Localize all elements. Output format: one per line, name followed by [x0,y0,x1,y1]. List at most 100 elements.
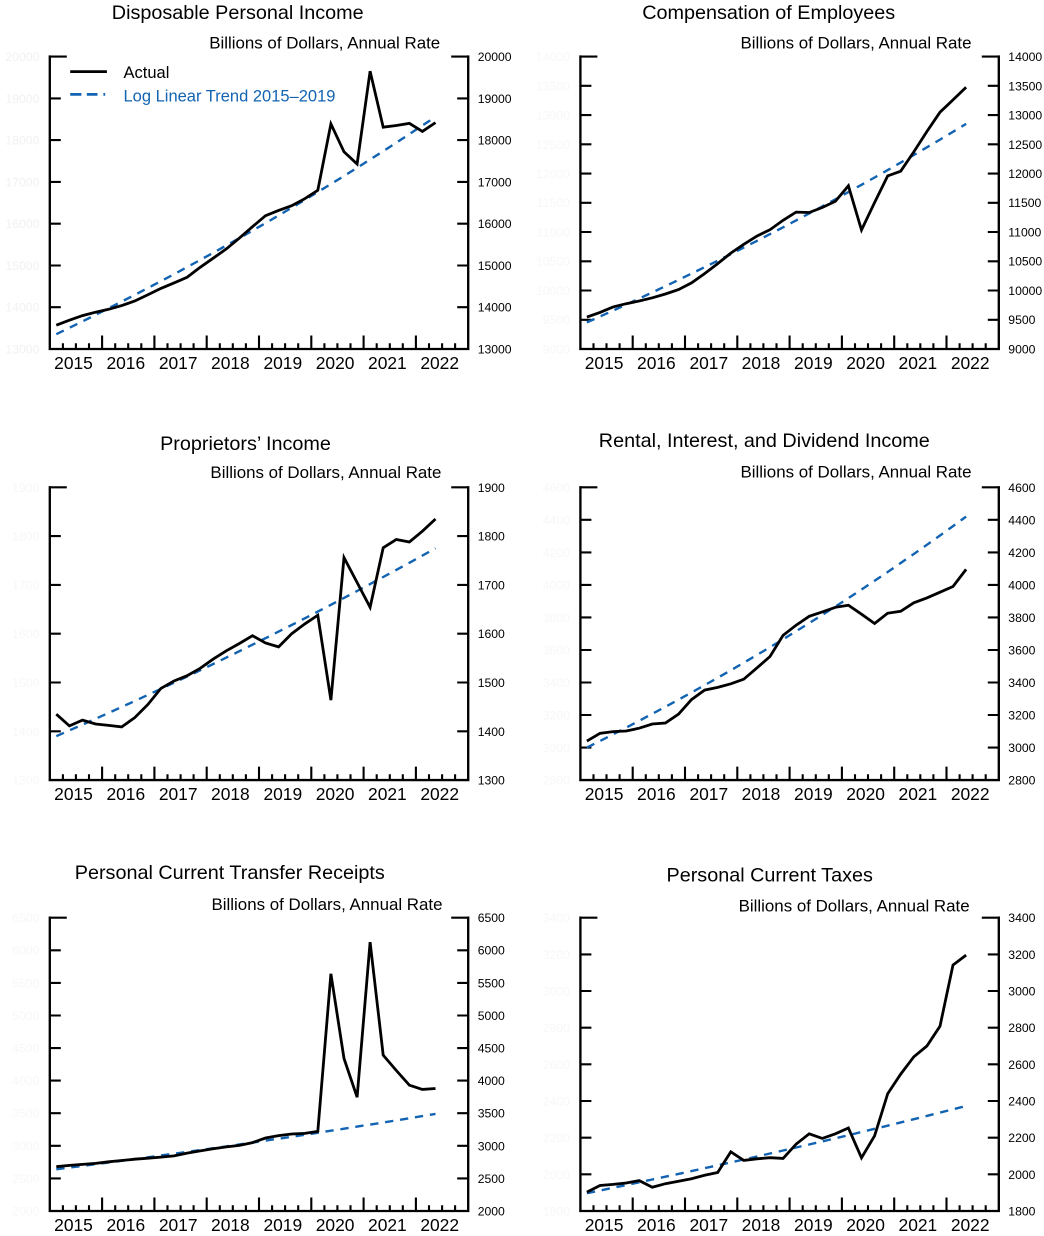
svg-text:6000: 6000 [12,944,39,958]
svg-text:2016: 2016 [637,1215,676,1235]
svg-text:5000: 5000 [478,1009,505,1023]
svg-text:1500: 1500 [478,676,505,690]
svg-text:13000: 13000 [478,342,512,356]
svg-text:2018: 2018 [742,784,781,804]
svg-text:2019: 2019 [794,784,833,804]
svg-text:10500: 10500 [1008,255,1042,269]
svg-text:2022: 2022 [951,353,990,373]
svg-text:12000: 12000 [1008,167,1042,181]
svg-text:3800: 3800 [1008,611,1035,625]
svg-text:4000: 4000 [543,578,570,592]
svg-text:15000: 15000 [478,259,512,273]
svg-text:11000: 11000 [1008,226,1041,240]
svg-text:4200: 4200 [543,546,570,560]
svg-text:12500: 12500 [1008,138,1042,152]
svg-text:2019: 2019 [263,784,302,804]
svg-text:2022: 2022 [951,784,990,804]
svg-text:Billions of Dollars, Annual Ra: Billions of Dollars, Annual Rate [741,33,972,52]
svg-text:2016: 2016 [637,784,676,804]
svg-text:Billions of Dollars, Annual Ra: Billions of Dollars, Annual Rate [741,462,972,481]
svg-text:2018: 2018 [742,1215,781,1235]
svg-text:4000: 4000 [478,1074,505,1088]
svg-text:2015: 2015 [54,353,93,373]
svg-text:16000: 16000 [478,217,512,231]
svg-text:2020: 2020 [316,1215,355,1235]
svg-text:2017: 2017 [159,353,198,373]
svg-text:1400: 1400 [478,725,505,739]
svg-text:1800: 1800 [478,530,505,544]
svg-text:2000: 2000 [543,1168,570,1182]
svg-text:6500: 6500 [12,911,39,925]
svg-text:17000: 17000 [478,175,512,189]
svg-text:2015: 2015 [54,784,93,804]
svg-text:5500: 5500 [12,976,39,990]
svg-text:3400: 3400 [1008,676,1035,690]
svg-text:2400: 2400 [543,1095,570,1109]
svg-text:12500: 12500 [536,138,570,152]
svg-text:2021: 2021 [368,1215,407,1235]
svg-text:2200: 2200 [543,1131,570,1145]
svg-text:1700: 1700 [478,578,505,592]
svg-text:3000: 3000 [543,741,570,755]
svg-text:2015: 2015 [585,1215,624,1235]
svg-text:2020: 2020 [846,1215,885,1235]
svg-text:2021: 2021 [899,353,938,373]
svg-text:2021: 2021 [899,1215,938,1235]
svg-text:1900: 1900 [12,481,39,495]
svg-text:Billions of Dollars, Annual Ra: Billions of Dollars, Annual Rate [210,463,441,482]
svg-text:2800: 2800 [1008,1021,1035,1035]
svg-text:2800: 2800 [543,774,570,788]
svg-text:14000: 14000 [478,301,512,315]
svg-text:2020: 2020 [316,784,355,804]
svg-text:1800: 1800 [1008,1205,1035,1219]
svg-text:5000: 5000 [12,1009,39,1023]
svg-text:Personal Current Taxes: Personal Current Taxes [667,865,873,887]
svg-text:2000: 2000 [12,1205,39,1219]
svg-text:16000: 16000 [5,217,39,231]
svg-text:2015: 2015 [585,353,624,373]
svg-text:1400: 1400 [12,725,39,739]
svg-text:Billions of Dollars, Annual Ra: Billions of Dollars, Annual Rate [209,33,440,52]
svg-text:3200: 3200 [543,948,570,962]
svg-text:1800: 1800 [12,530,39,544]
svg-text:6500: 6500 [478,911,505,925]
svg-text:Compensation of Employees: Compensation of Employees [642,2,895,24]
svg-text:2500: 2500 [478,1172,505,1186]
svg-text:5500: 5500 [478,976,505,990]
svg-text:2020: 2020 [846,784,885,804]
svg-text:2018: 2018 [211,784,250,804]
svg-text:2019: 2019 [263,1215,302,1235]
svg-text:9000: 9000 [543,342,570,356]
svg-text:2016: 2016 [106,1215,145,1235]
svg-text:2018: 2018 [742,353,781,373]
svg-text:15000: 15000 [5,259,39,273]
svg-text:2019: 2019 [794,353,833,373]
svg-text:2017: 2017 [689,1215,728,1235]
svg-text:Disposable Personal Income: Disposable Personal Income [112,2,364,24]
svg-text:2021: 2021 [899,784,938,804]
svg-text:3000: 3000 [1008,741,1035,755]
svg-text:2022: 2022 [420,784,459,804]
svg-text:Rental, Interest, and Dividend: Rental, Interest, and Dividend Income [599,430,930,452]
svg-text:13500: 13500 [1008,79,1042,93]
svg-text:3200: 3200 [1008,709,1035,723]
svg-text:3000: 3000 [12,1139,39,1153]
svg-text:17000: 17000 [5,175,39,189]
svg-text:2022: 2022 [951,1215,990,1235]
svg-text:3000: 3000 [543,985,570,999]
svg-text:3200: 3200 [1008,948,1035,962]
svg-text:4600: 4600 [1008,481,1035,495]
svg-text:9500: 9500 [1008,313,1035,327]
svg-text:2017: 2017 [159,1215,198,1235]
svg-text:4600: 4600 [543,481,570,495]
svg-text:2800: 2800 [543,1021,570,1035]
svg-text:3400: 3400 [1008,911,1035,925]
svg-text:2019: 2019 [263,353,302,373]
svg-text:2800: 2800 [1008,774,1035,788]
svg-text:10500: 10500 [536,255,570,269]
svg-text:12000: 12000 [536,167,570,181]
svg-text:2000: 2000 [478,1205,505,1219]
svg-text:4000: 4000 [12,1074,39,1088]
svg-text:1700: 1700 [12,578,39,592]
svg-text:20000: 20000 [478,50,512,64]
